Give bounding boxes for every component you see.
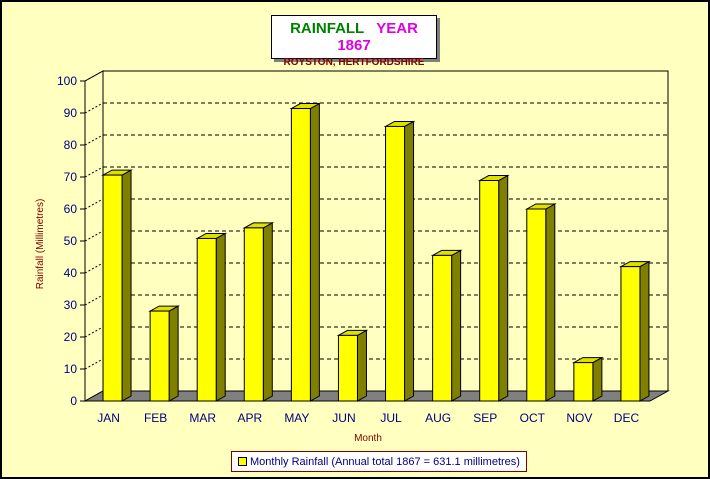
title-box: RAINFALL YEAR 1867 ROYSTON, HERTFORDSHIRE: [271, 15, 437, 68]
bar-side: [356, 329, 367, 402]
y-tick-label: 40: [64, 266, 78, 280]
bar: [149, 310, 170, 402]
title-line: RAINFALL YEAR 1867: [272, 20, 436, 54]
y-tick-label: 100: [57, 74, 77, 88]
gridline-side: [84, 134, 104, 146]
gridline-side: [84, 230, 104, 242]
bar-side: [121, 169, 132, 402]
bar: [432, 254, 453, 402]
gridline-side: [84, 166, 104, 178]
x-tick-label: SEP: [473, 411, 497, 425]
x-tick-label: MAR: [189, 411, 216, 425]
y-tick-label: 90: [64, 106, 78, 120]
gridline-side: [84, 102, 104, 114]
x-tick-label: APR: [237, 411, 262, 425]
gridline-side: [84, 358, 104, 370]
x-tick-label: FEB: [144, 411, 167, 425]
x-tick-label: DEC: [614, 411, 640, 425]
x-tick-label: NOV: [566, 411, 592, 425]
bar: [196, 237, 217, 402]
gridline-side: [84, 326, 104, 338]
x-tick-label: MAY: [284, 411, 309, 425]
bar: [290, 108, 311, 402]
bar: [479, 180, 500, 402]
chart-title: RAINFALL: [290, 20, 365, 37]
bar: [526, 208, 547, 402]
y-tick-label: 50: [64, 234, 78, 248]
legend-label: Monthly Rainfall (Annual total 1867 = 63…: [250, 455, 520, 468]
y-tick-label: 0: [70, 394, 77, 408]
gridline-side: [84, 198, 104, 210]
bar: [243, 227, 264, 402]
bar-side: [168, 305, 179, 402]
gridline-side: [84, 70, 104, 82]
y-tick-label: 30: [64, 298, 78, 312]
y-axis-label: Rainfall (Millimetres): [35, 199, 46, 290]
y-tick-label: 60: [64, 202, 78, 216]
x-tick-label: JUN: [332, 411, 355, 425]
plot-floor: [83, 390, 670, 402]
x-tick-label: JUL: [380, 411, 402, 425]
bar-side: [215, 232, 226, 402]
y-tick-label: 80: [64, 138, 78, 152]
bar: [573, 362, 594, 402]
y-tick-label: 10: [64, 362, 78, 376]
y-tick-label: 70: [64, 170, 78, 184]
gridline-side: [84, 262, 104, 274]
bar: [102, 174, 123, 402]
x-axis-label: Month: [354, 433, 382, 444]
plot-side-wall: [84, 70, 104, 402]
bar: [337, 334, 358, 402]
y-tick-label: 20: [64, 330, 78, 344]
legend-swatch: [238, 457, 247, 466]
bar-side: [545, 203, 556, 402]
bar-side: [639, 260, 650, 402]
x-tick-label: OCT: [520, 411, 546, 425]
bar-side: [451, 249, 462, 402]
bar-side: [404, 120, 415, 402]
bar-side: [498, 174, 509, 402]
bar: [385, 125, 406, 402]
legend: Monthly Rainfall (Annual total 1867 = 63…: [231, 451, 527, 472]
bar: [620, 266, 641, 402]
chart-subtitle: ROYSTON, HERTFORDSHIRE: [283, 57, 425, 68]
x-tick-label: AUG: [425, 411, 451, 425]
chart-title-year: YEAR 1867: [337, 20, 418, 54]
x-tick-label: JAN: [97, 411, 120, 425]
bar-side: [262, 222, 273, 402]
bar-side: [592, 356, 603, 402]
bar-side: [309, 102, 320, 402]
gridline-side: [84, 294, 104, 306]
